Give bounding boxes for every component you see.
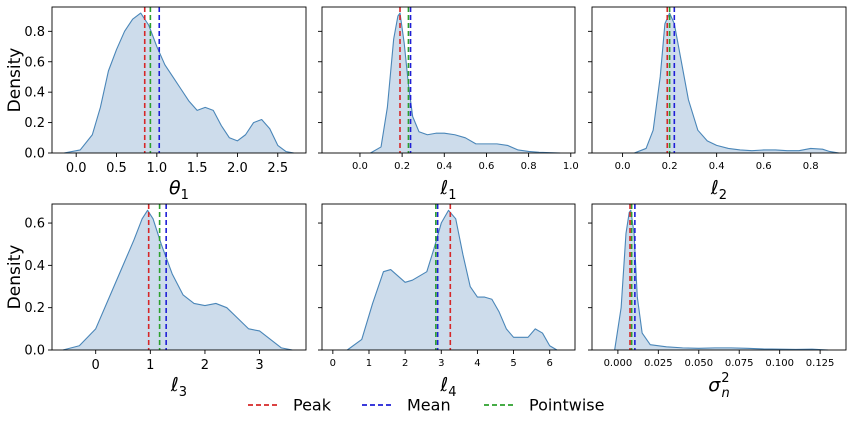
density-area xyxy=(370,13,561,153)
y-tick-label: 0.4 xyxy=(24,259,45,274)
x-axis-label: σ2 n xyxy=(708,371,730,401)
axes-frame xyxy=(321,6,576,154)
x-tick-label: 2 xyxy=(402,358,408,369)
x-tick-label: 0.5 xyxy=(106,161,127,176)
x-axis-label: ℓ3 xyxy=(170,374,187,400)
x-tick-label: 0.2 xyxy=(394,161,410,172)
density-area xyxy=(614,210,829,350)
x-tick-label: 0.4 xyxy=(436,161,452,172)
panel-2: 0.0 0.2 0.4 0.6 0.8 1.0 ℓ1 xyxy=(318,6,579,203)
density-line xyxy=(614,209,829,351)
density-line xyxy=(634,12,840,154)
y-tick-label: 0.2 xyxy=(24,301,45,316)
x-tick-label: 1.0 xyxy=(563,161,579,172)
legend-label: Mean xyxy=(407,396,451,415)
x-tick-label: 0 xyxy=(330,358,336,369)
x-tick-label: 0.0 xyxy=(615,161,631,172)
panel-4: 0 1 2 3 0.0 0.2 0.4 0.6 ℓ3 Density xyxy=(5,203,307,400)
x-axis-label: θ1 xyxy=(169,177,189,203)
x-tick-label: 0.025 xyxy=(644,358,673,369)
x-tick-label: 6 xyxy=(547,358,553,369)
x-tick-label: 1 xyxy=(146,358,154,373)
y-axis-label: Density xyxy=(5,48,25,113)
x-tick-label: 0 xyxy=(92,358,100,373)
density-area xyxy=(347,210,557,350)
x-tick-label: 0.100 xyxy=(765,358,794,369)
x-axis-label: ℓ1 xyxy=(439,177,456,203)
x-tick-label: 0.075 xyxy=(725,358,754,369)
density-area xyxy=(64,13,294,153)
legend-entry-pointwise: Pointwise xyxy=(484,396,604,415)
x-axis-label: ℓ2 xyxy=(710,177,727,203)
x-tick-label: 1.0 xyxy=(146,161,167,176)
panel-3: 0.0 0.2 0.4 0.6 0.8 ℓ2 xyxy=(588,6,847,203)
x-tick-label: 4 xyxy=(474,358,480,369)
density-area xyxy=(62,210,293,350)
x-tick-label: 2 xyxy=(201,358,209,373)
legend-label: Peak xyxy=(293,396,332,415)
x-tick-label: 2.5 xyxy=(267,161,288,176)
axes-frame xyxy=(591,6,847,154)
density-line xyxy=(62,209,293,351)
x-axis-label: ℓ4 xyxy=(439,374,456,400)
legend-entry-peak: Peak xyxy=(248,396,332,415)
x-tick-label: 0.2 xyxy=(662,161,678,172)
legend-entry-mean: Mean xyxy=(362,396,451,415)
y-axis-label: Density xyxy=(5,245,25,310)
x-tick-label: 5 xyxy=(510,358,516,369)
x-tick-label: 0.0 xyxy=(66,161,87,176)
panel-6: 0.000 0.025 0.050 0.075 0.100 0.125 σ2 n xyxy=(588,203,847,401)
y-tick-label: 0.4 xyxy=(24,86,45,101)
axes-frame xyxy=(321,203,576,351)
x-tick-label: 3 xyxy=(438,358,444,369)
density-area xyxy=(634,13,839,153)
x-tick-label: 0.8 xyxy=(521,161,537,172)
density-line xyxy=(346,209,558,351)
x-tick-label: 2.0 xyxy=(227,161,248,176)
legend: Peak Mean Pointwise xyxy=(248,396,604,415)
x-tick-label: 0.000 xyxy=(604,358,633,369)
x-tick-label: 0.0 xyxy=(352,161,368,172)
x-tick-label: 0.125 xyxy=(806,358,835,369)
y-tick-label: 0.2 xyxy=(24,116,45,131)
x-tick-label: 1 xyxy=(366,358,372,369)
y-tick-label: 0.0 xyxy=(24,344,45,359)
axes-frame xyxy=(591,203,847,351)
y-tick-label: 0.0 xyxy=(24,147,45,162)
x-tick-label: 0.050 xyxy=(684,358,713,369)
x-tick-label: 0.6 xyxy=(756,161,772,172)
axes-frame xyxy=(51,203,307,351)
x-tick-label: 1.5 xyxy=(187,161,208,176)
y-tick-label: 0.8 xyxy=(24,25,45,40)
density-line xyxy=(63,12,295,154)
legend-label: Pointwise xyxy=(529,396,604,415)
x-tick-label: 0.8 xyxy=(803,161,819,172)
x-tick-label: 0.4 xyxy=(709,161,725,172)
panel-1: 0.0 0.5 1.0 1.5 2.0 2.5 0.0 0.2 0.4 0.6 0.8 θ1 Densi… xyxy=(5,6,307,203)
x-tick-label: 3 xyxy=(255,358,263,373)
x-tick-label: 0.6 xyxy=(478,161,494,172)
y-tick-label: 0.6 xyxy=(24,217,45,232)
density-line xyxy=(370,12,561,154)
axes-frame xyxy=(51,6,307,154)
panel-5: 0 1 2 3 4 5 6 ℓ4 xyxy=(318,203,576,400)
y-tick-label: 0.6 xyxy=(24,55,45,70)
